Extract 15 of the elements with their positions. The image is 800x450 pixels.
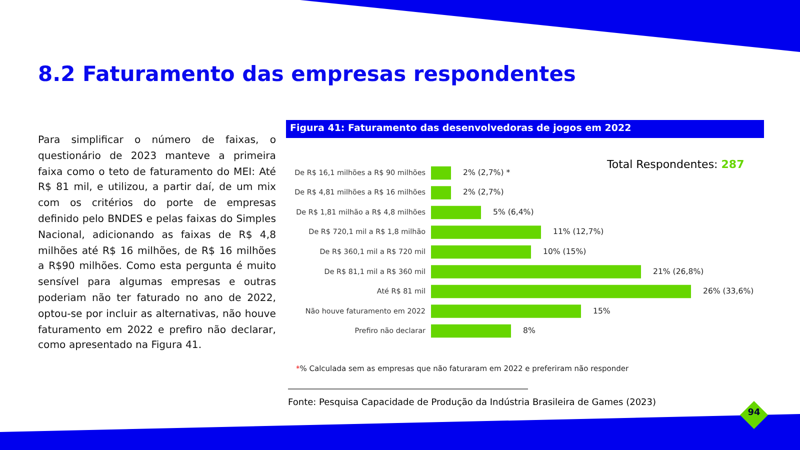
- bar: [431, 226, 541, 239]
- chart-title: 8.2 Faturamento das empresas respondentes: [38, 62, 576, 86]
- bar: [431, 304, 581, 318]
- bar: [431, 324, 511, 338]
- bar: [431, 265, 641, 278]
- chart-subtitle: Figura 41: Faturamento das desenvolvedoras de jogos em 2022: [286, 120, 764, 138]
- bar: [431, 206, 481, 220]
- bar: [431, 166, 451, 180]
- text: Para simplificar o número de faixas, o questionário de 2023 manteve a primeira faixa como o teto de faturamento do MEI: Até R$ 81 mil, e utilizou, a partir daí, de um mix com os critérios do porte de empresas definido pelo BNDES e pelas faixas do Simples Nacional, adicionando as faixas de R$ 4,8 milhões até R$ 16 milhões, de R$ 16 milhões a R$90 milhões. Como esta pergunta é muito sensível para algumas empresas e outras poderiam não ter faturado no ano de 2022, optou-se por incluir as alternativas, não houve faturamento em 2022 e prefiro não declarar, como apresentado na Figura 41.: [38, 135, 276, 352]
- text: 94: [747, 408, 761, 418]
- bar: [431, 186, 451, 200]
- bar: [431, 245, 531, 259]
- source-note: Fonte: Pesquisa Capacidade de Produção da Indústria Brasileira de Games (2023): [288, 398, 656, 408]
- bar: [431, 284, 691, 298]
- annotation: Total Respondentes: 287: [607, 158, 744, 171]
